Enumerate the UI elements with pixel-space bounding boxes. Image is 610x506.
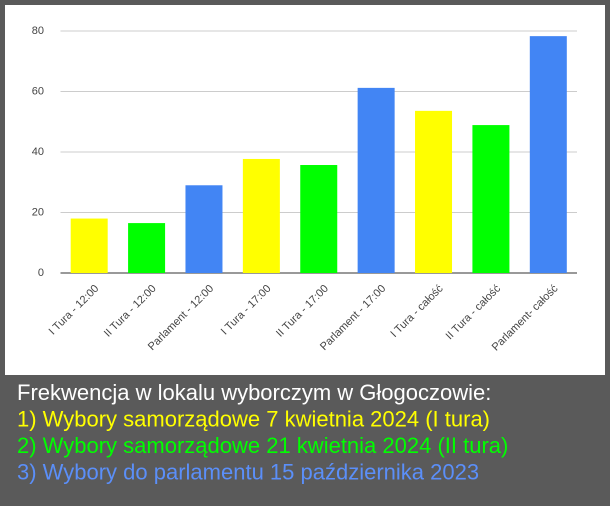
- bar: [185, 185, 223, 273]
- bar: [128, 223, 166, 273]
- bar: [300, 165, 338, 273]
- y-tick-label: 20: [32, 206, 44, 218]
- bar: [357, 87, 395, 274]
- bar: [415, 110, 453, 273]
- caption-line: 2) Wybory samorządowe 21 kwietnia 2024 (…: [17, 433, 508, 458]
- y-tick-label: 60: [32, 85, 44, 97]
- y-tick-label: 80: [32, 25, 44, 37]
- caption-line: Frekwencja w lokalu wyborczym w Głogoczo…: [17, 380, 491, 405]
- caption-line: 3) Wybory do parlamentu 15 października …: [17, 460, 479, 485]
- bar: [242, 158, 280, 273]
- caption-line: 1) Wybory samorządowe 7 kwietnia 2024 (I…: [17, 407, 490, 432]
- bar: [529, 36, 567, 273]
- y-tick-label: 0: [38, 267, 44, 279]
- y-tick-label: 40: [32, 146, 44, 158]
- bar: [472, 125, 510, 273]
- bar: [70, 218, 108, 273]
